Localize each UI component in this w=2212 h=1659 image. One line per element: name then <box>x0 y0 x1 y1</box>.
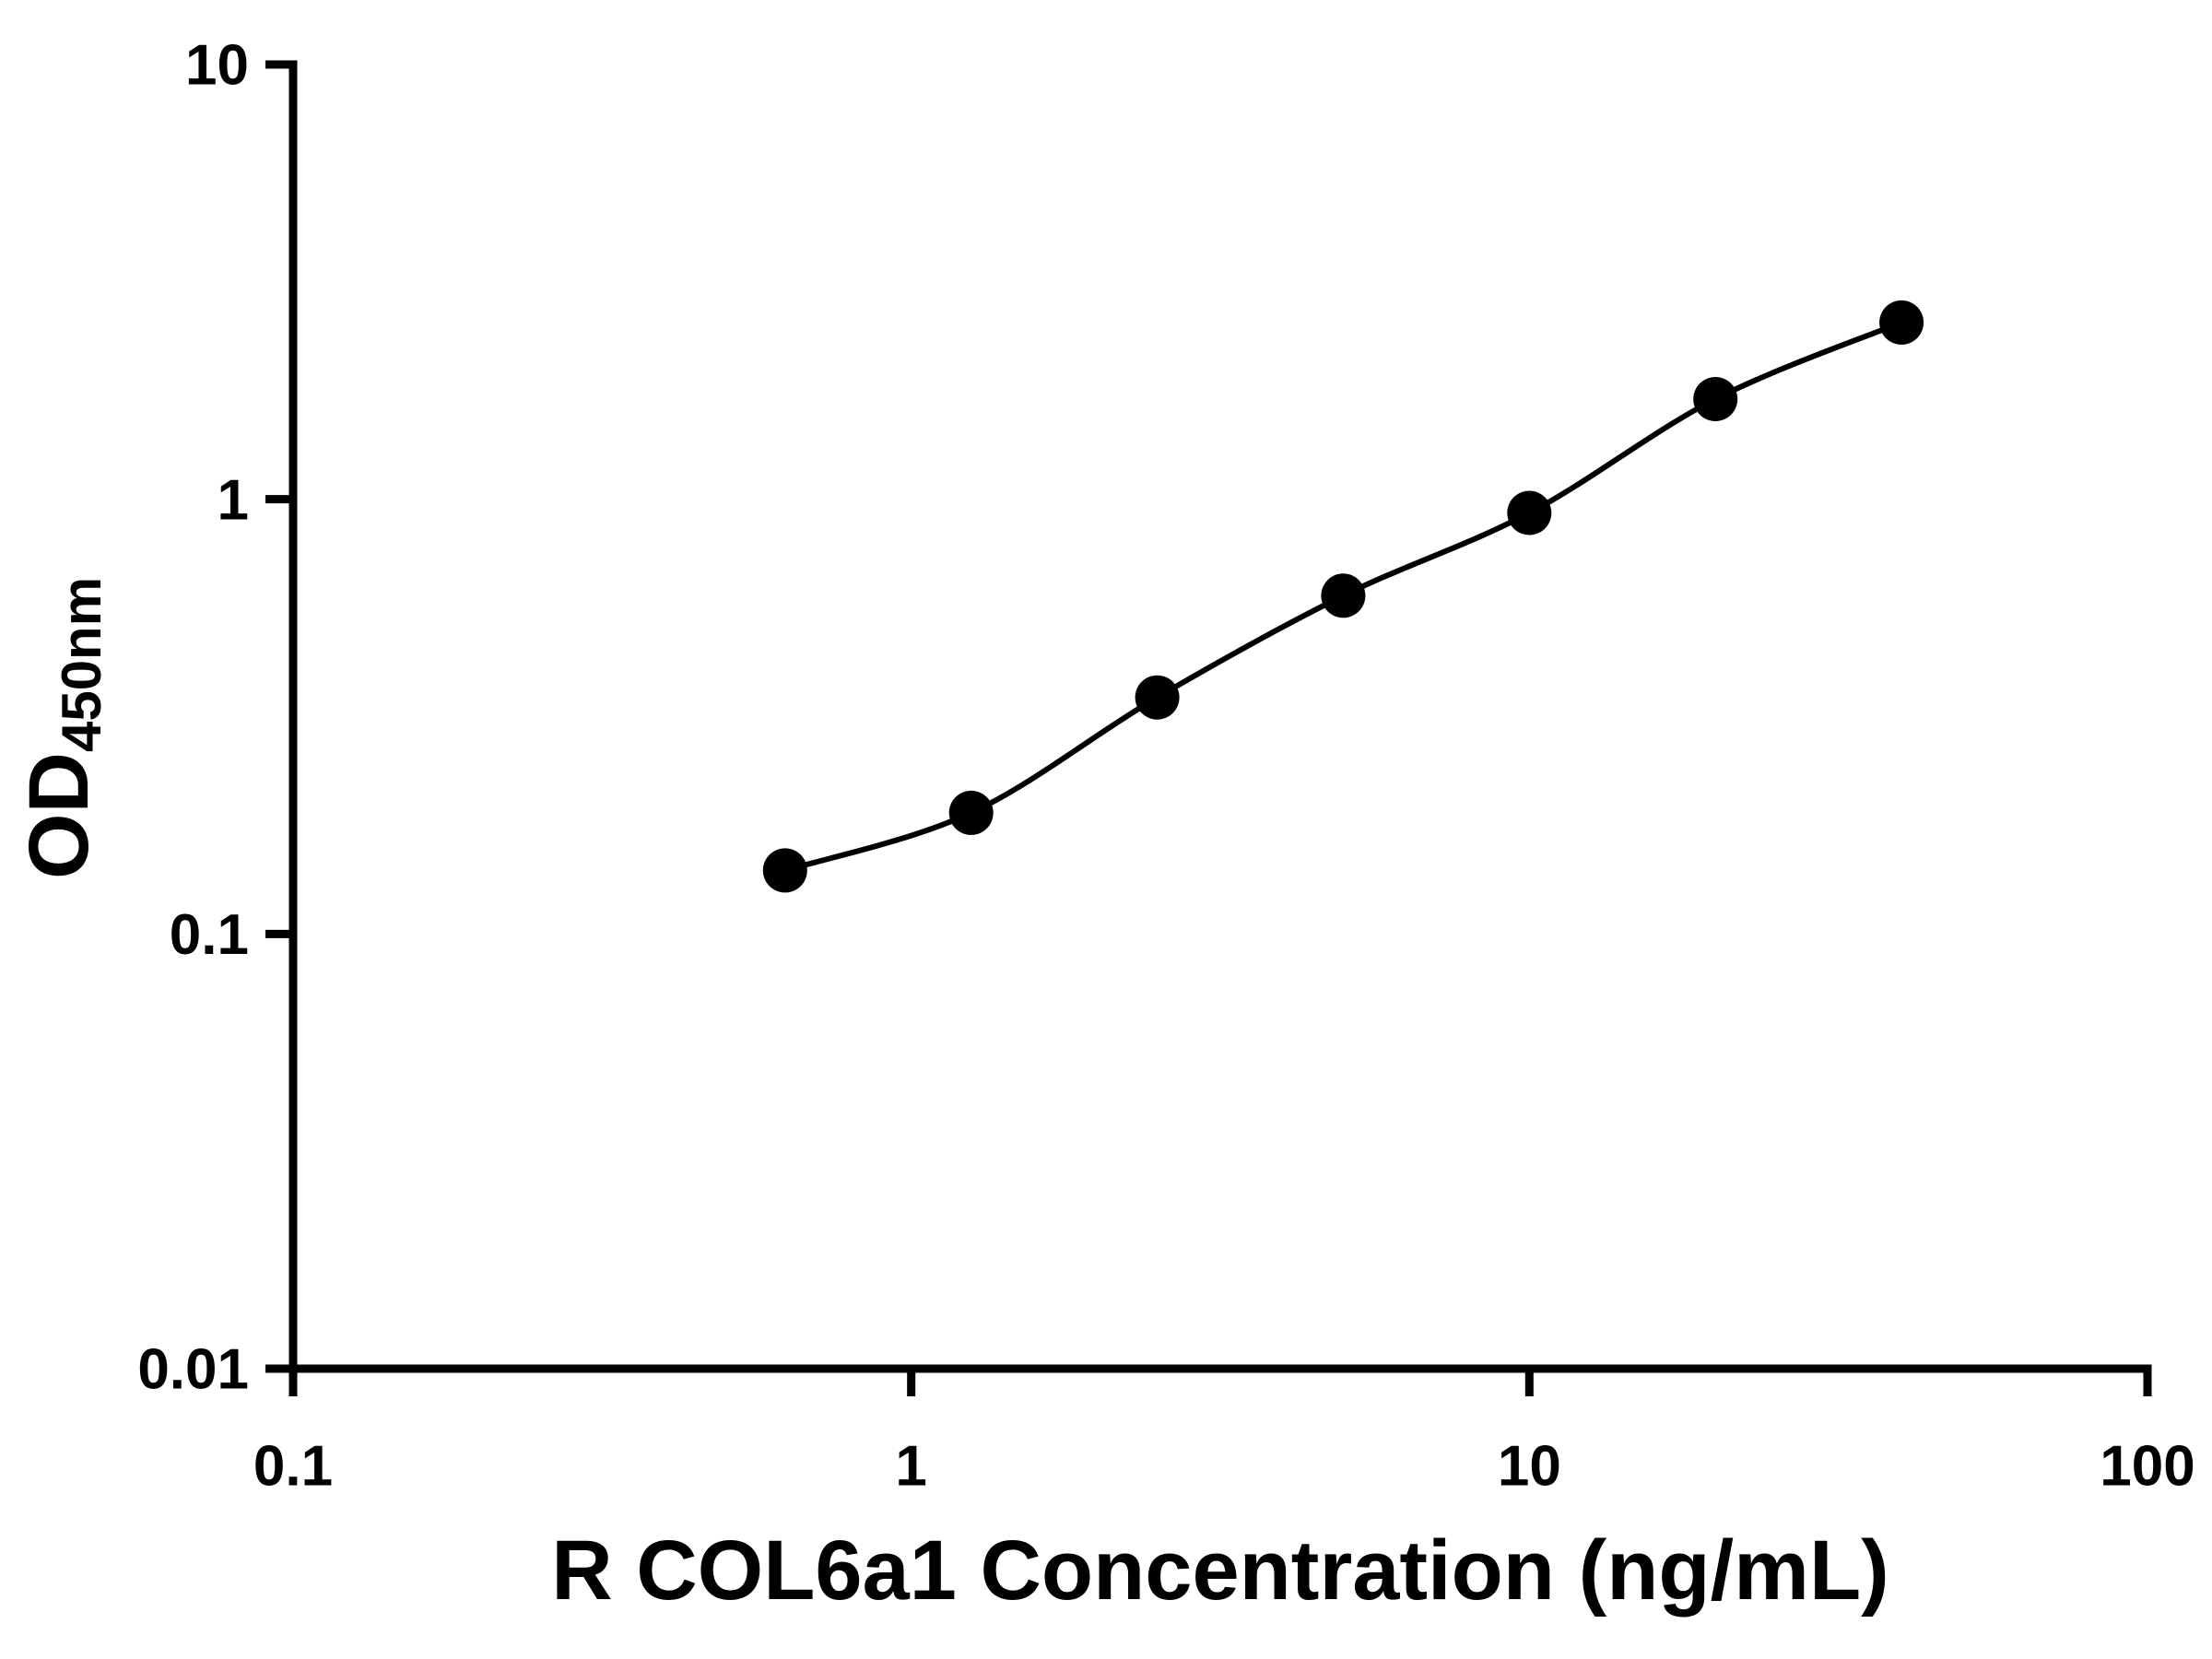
data-point <box>1879 300 1924 345</box>
data-point <box>1507 490 1552 535</box>
y-tick-label: 0.01 <box>137 1338 249 1402</box>
x-axis-label: R COL6a1 Concentration (ng/mL) <box>551 1524 1889 1618</box>
x-tick-label: 1 <box>895 1435 926 1499</box>
data-point <box>948 790 994 835</box>
x-tick-label: 100 <box>2100 1435 2194 1499</box>
x-tick-label: 0.1 <box>253 1435 333 1499</box>
data-point <box>1135 675 1180 720</box>
y-axis-label-subscript: 450nm <box>51 577 112 752</box>
data-point <box>1321 573 1366 618</box>
y-tick-label: 10 <box>185 34 249 98</box>
y-tick-label: 1 <box>218 468 249 532</box>
y-axis-label-main: OD <box>12 752 106 879</box>
y-axis-label: OD450nm <box>12 577 112 879</box>
x-tick-label: 10 <box>1498 1435 1561 1499</box>
data-point <box>1693 377 1738 421</box>
data-point <box>762 848 807 893</box>
y-tick-label: 0.1 <box>170 903 249 967</box>
